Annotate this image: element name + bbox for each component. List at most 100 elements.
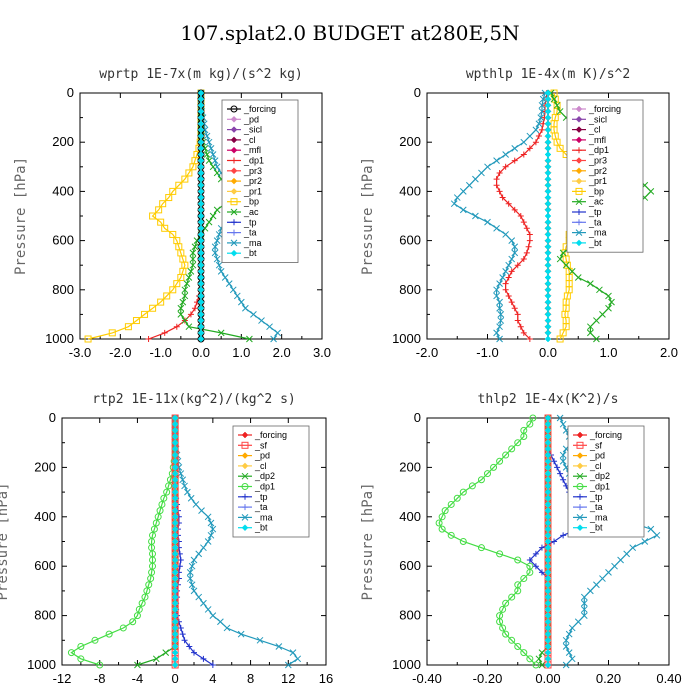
data-point bbox=[274, 329, 281, 337]
data-point bbox=[544, 132, 552, 140]
legend-label: _ma bbox=[243, 238, 262, 248]
data-point bbox=[459, 538, 467, 545]
legend-marker bbox=[241, 452, 249, 459]
data-point bbox=[213, 255, 221, 263]
data-point bbox=[195, 593, 203, 601]
legend-marker bbox=[575, 229, 583, 236]
legend-label: _forcing bbox=[254, 430, 287, 440]
panel-title: wpthlp 1E-4x(m K)/s^2 bbox=[466, 67, 630, 82]
data-point bbox=[77, 655, 85, 663]
data-point bbox=[477, 476, 485, 484]
legend-label: _pd bbox=[589, 451, 605, 461]
data-point bbox=[532, 139, 539, 146]
legend-marker bbox=[575, 198, 583, 206]
data-point bbox=[544, 231, 552, 238]
y-tick-label: 200 bbox=[399, 459, 421, 474]
legend-marker bbox=[576, 147, 582, 154]
data-point bbox=[502, 163, 509, 170]
series-line bbox=[148, 93, 202, 340]
y-tick-label: 600 bbox=[34, 558, 56, 573]
x-tick-label: -0.40 bbox=[412, 671, 442, 686]
data-point bbox=[497, 311, 505, 318]
data-point bbox=[143, 587, 151, 595]
legend-marker bbox=[241, 514, 249, 521]
legend-label: _cl bbox=[254, 461, 267, 471]
legend-label: _mfl bbox=[243, 145, 261, 155]
data-point bbox=[544, 237, 552, 244]
data-point bbox=[544, 138, 552, 146]
data-point bbox=[171, 661, 179, 669]
data-point bbox=[538, 544, 545, 551]
panel-4: thlp2 1E-4x(K^2)/s Pressure [hPa] -0.40 -0.… bbox=[360, 392, 682, 686]
data-point bbox=[562, 643, 570, 650]
data-point bbox=[526, 655, 534, 663]
data-point bbox=[158, 500, 166, 508]
data-point bbox=[258, 317, 265, 324]
data-point bbox=[544, 323, 552, 331]
legend-box bbox=[566, 99, 644, 253]
series-line bbox=[137, 418, 176, 666]
legend: _forcing_sicl_cl_mfl_dp1_pr3_pr2_pr1_bp_… bbox=[566, 99, 644, 253]
legend-label: _pr2 bbox=[243, 176, 262, 186]
data-point bbox=[514, 587, 522, 595]
data-point bbox=[497, 317, 505, 324]
data-point bbox=[526, 145, 533, 152]
data-point bbox=[647, 188, 655, 195]
data-point bbox=[459, 488, 467, 496]
data-point bbox=[544, 249, 552, 257]
data-point bbox=[499, 624, 507, 632]
data-point bbox=[514, 439, 522, 447]
data-point bbox=[641, 538, 649, 545]
legend-marker bbox=[575, 239, 583, 247]
legend-marker bbox=[230, 115, 238, 123]
legend-label: _ma bbox=[589, 512, 608, 522]
legend-marker bbox=[576, 462, 584, 470]
legend-marker bbox=[575, 167, 583, 175]
data-point bbox=[586, 280, 594, 288]
legend-label: _dp2 bbox=[589, 471, 610, 481]
legend-marker bbox=[230, 198, 238, 206]
y-tick-label: 400 bbox=[399, 183, 421, 198]
data-point bbox=[499, 274, 506, 281]
data-point bbox=[520, 219, 527, 226]
data-point bbox=[544, 261, 552, 269]
data-point bbox=[147, 575, 155, 583]
data-point bbox=[502, 231, 510, 238]
data-point bbox=[179, 298, 187, 306]
legend-marker bbox=[231, 229, 237, 236]
data-point bbox=[157, 298, 165, 306]
data-point bbox=[551, 538, 558, 545]
data-point bbox=[213, 206, 221, 214]
y-tick-label: 400 bbox=[399, 509, 421, 524]
data-point bbox=[187, 267, 195, 275]
legend-marker bbox=[231, 157, 237, 164]
data-point bbox=[523, 249, 530, 256]
y-tick-label: 200 bbox=[34, 459, 56, 474]
legend-label: _tp bbox=[589, 492, 603, 502]
data-point bbox=[544, 206, 552, 214]
data-point bbox=[544, 311, 552, 318]
data-point bbox=[544, 144, 552, 152]
data-point bbox=[593, 335, 600, 343]
data-point bbox=[155, 206, 163, 214]
legend-marker bbox=[241, 524, 249, 532]
data-point bbox=[181, 637, 188, 644]
data-point bbox=[141, 593, 149, 601]
legend-marker bbox=[576, 441, 584, 449]
data-point bbox=[209, 151, 217, 158]
data-point bbox=[544, 175, 552, 183]
data-point bbox=[544, 661, 552, 669]
x-tick-label: 0 bbox=[172, 671, 179, 686]
legend-box bbox=[567, 425, 645, 538]
y-tick-label: 0 bbox=[49, 410, 56, 425]
data-point bbox=[544, 274, 552, 281]
data-point bbox=[477, 544, 485, 552]
data-point bbox=[237, 298, 245, 306]
legend-marker bbox=[575, 115, 583, 123]
legend-marker bbox=[230, 136, 238, 144]
data-point bbox=[562, 661, 570, 669]
panel-title: rtp2 1E-11x(kg^2)/(kg^2 s) bbox=[92, 392, 296, 407]
legend-label: _ta bbox=[254, 502, 268, 512]
y-tick-label: 200 bbox=[52, 134, 74, 149]
data-point bbox=[532, 563, 539, 570]
